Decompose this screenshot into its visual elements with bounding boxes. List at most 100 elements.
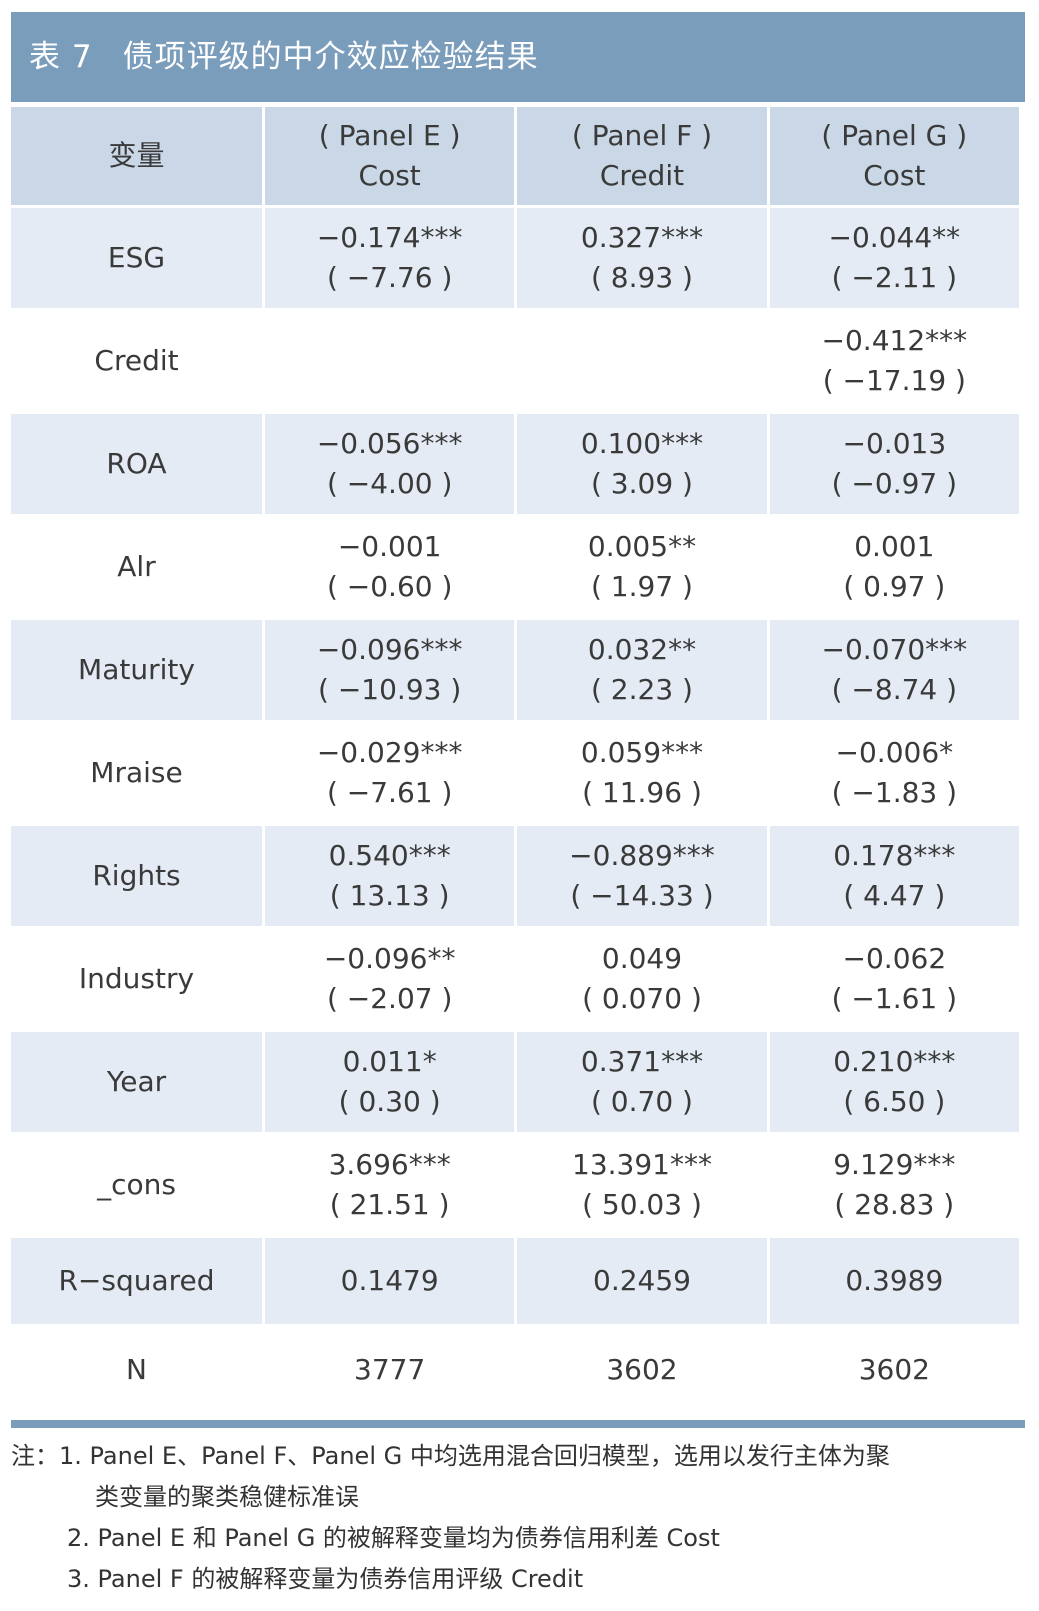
coefficient: −0.174*** bbox=[316, 221, 463, 254]
table-row: Mraise −0.029*** ( −7.61 ) 0.059*** ( 11.96 … bbox=[11, 723, 1019, 823]
table-row: Year 0.011* ( 0.30 ) 0.371*** ( 0.70 ) 0.210*… bbox=[11, 1032, 1019, 1132]
row-variable: Industry bbox=[11, 929, 262, 1029]
t-statistic: ( 28.83 ) bbox=[834, 1188, 955, 1221]
cell: 13.391*** ( 50.03 ) bbox=[517, 1135, 767, 1235]
t-statistic: ( −4.00 ) bbox=[326, 467, 453, 500]
row-variable: Rights bbox=[11, 826, 262, 926]
cell: 0.100*** ( 3.09 ) bbox=[517, 414, 767, 514]
coefficient: 0.327*** bbox=[580, 221, 704, 254]
row-variable: Maturity bbox=[11, 620, 262, 720]
table-row: Industry −0.096** ( −2.07 ) 0.049 ( 0.070 ) −… bbox=[11, 929, 1019, 1029]
t-statistic: ( 6.50 ) bbox=[843, 1085, 946, 1118]
t-statistic: ( 21.51 ) bbox=[329, 1188, 450, 1221]
cell: 0.005** ( 1.97 ) bbox=[517, 517, 767, 617]
coefficient: −0.096** bbox=[323, 942, 456, 975]
row-variable: R−squared bbox=[11, 1238, 262, 1324]
coefficient: −0.070*** bbox=[821, 633, 968, 666]
header-panel-g: ( Panel G ) Cost bbox=[769, 107, 1019, 205]
table-row: Rights 0.540*** ( 13.13 ) −0.889*** ( −14.33… bbox=[11, 826, 1019, 926]
cell: 0.327*** ( 8.93 ) bbox=[517, 208, 767, 308]
coefficient: 0.032** bbox=[587, 633, 697, 666]
t-statistic: ( −1.83 ) bbox=[831, 776, 958, 809]
header-panel-e: ( Panel E ) Cost bbox=[265, 107, 515, 205]
note-line-1: 注：1. Panel E、Panel F、Panel G 中均选用混合回归模型，… bbox=[11, 1442, 890, 1470]
t-statistic: ( 1.97 ) bbox=[590, 570, 693, 603]
coefficient: 0.005** bbox=[587, 530, 697, 563]
coefficient: 0.371*** bbox=[580, 1045, 704, 1078]
t-statistic: ( 0.97 ) bbox=[843, 570, 946, 603]
table-title-text: 债项评级的中介效应检验结果 bbox=[122, 39, 539, 75]
t-statistic: ( −10.93 ) bbox=[318, 673, 462, 706]
cell: −0.889*** ( −14.33 ) bbox=[517, 826, 767, 926]
coefficient: 9.129*** bbox=[833, 1148, 956, 1181]
coefficient: −0.006* bbox=[835, 736, 954, 769]
cell: −0.174*** ( −7.76 ) bbox=[265, 208, 515, 308]
cell: 0.2459 bbox=[517, 1238, 767, 1324]
t-statistic: ( −17.19 ) bbox=[822, 364, 966, 397]
table-row: Alr −0.001 ( −0.60 ) 0.005** ( 1.97 ) 0.001 ( … bbox=[11, 517, 1019, 617]
coefficient: −0.062 bbox=[842, 942, 947, 975]
table-notes: 注：1. Panel E、Panel F、Panel G 中均选用混合回归模型，… bbox=[11, 1436, 1031, 1600]
row-variable: ESG bbox=[11, 208, 262, 308]
t-statistic: ( −2.07 ) bbox=[326, 982, 453, 1015]
cell: 0.371*** ( 0.70 ) bbox=[517, 1032, 767, 1132]
header-variable: 变量 bbox=[11, 107, 262, 205]
table-row: ROA −0.056*** ( −4.00 ) 0.100*** ( 3.09 ) −0.… bbox=[11, 414, 1019, 514]
n-row: N 3777 3602 3602 bbox=[11, 1327, 1019, 1413]
coefficient: 0.210*** bbox=[833, 1045, 956, 1078]
coefficient: 0.540*** bbox=[328, 839, 451, 872]
cell: −0.412*** ( −17.19 ) bbox=[769, 311, 1019, 411]
t-statistic: ( 11.96 ) bbox=[582, 776, 702, 809]
t-statistic: ( 8.93 ) bbox=[590, 261, 693, 294]
cell: −0.001 ( −0.60 ) bbox=[265, 517, 515, 617]
cell: 3602 bbox=[517, 1327, 767, 1413]
t-statistic: ( 0.070 ) bbox=[582, 982, 702, 1015]
table-row: Credit −0.412*** ( −17.19 ) bbox=[11, 311, 1019, 411]
table-row: Maturity −0.096*** ( −10.93 ) 0.032** ( 2.23… bbox=[11, 620, 1019, 720]
cell: 3777 bbox=[265, 1327, 515, 1413]
coefficient: −0.044** bbox=[828, 221, 961, 254]
row-variable: Mraise bbox=[11, 723, 262, 823]
cell: −0.044** ( −2.11 ) bbox=[769, 208, 1019, 308]
cell: −0.056*** ( −4.00 ) bbox=[265, 414, 515, 514]
row-variable: _cons bbox=[11, 1135, 262, 1235]
table-bottom-rule bbox=[11, 1420, 1025, 1428]
t-statistic: ( −8.74 ) bbox=[831, 673, 958, 706]
cell: −0.070*** ( −8.74 ) bbox=[769, 620, 1019, 720]
coefficient: 0.011* bbox=[342, 1045, 437, 1078]
cell: −0.096*** ( −10.93 ) bbox=[265, 620, 515, 720]
row-variable: ROA bbox=[11, 414, 262, 514]
coefficient: 0.049 bbox=[601, 942, 683, 975]
cell: 0.540*** ( 13.13 ) bbox=[265, 826, 515, 926]
coefficient: 0.059*** bbox=[580, 736, 704, 769]
cell: −0.096** ( −2.07 ) bbox=[265, 929, 515, 1029]
t-statistic: ( −0.97 ) bbox=[831, 467, 958, 500]
coefficient: −0.412*** bbox=[821, 324, 968, 357]
coefficient: −0.096*** bbox=[316, 633, 463, 666]
header-row: 变量 ( Panel E ) Cost ( Panel F ) Credit ( P… bbox=[11, 107, 1019, 205]
cell: 0.011* ( 0.30 ) bbox=[265, 1032, 515, 1132]
cell: 3.696*** ( 21.51 ) bbox=[265, 1135, 515, 1235]
cell: 0.049 ( 0.070 ) bbox=[517, 929, 767, 1029]
note-line-4: 3. Panel F 的被解释变量为债券信用评级 Credit bbox=[67, 1565, 584, 1593]
cell: 0.178*** ( 4.47 ) bbox=[769, 826, 1019, 926]
note-line-2: 类变量的聚类稳健标准误 bbox=[95, 1483, 359, 1511]
cell: 0.032** ( 2.23 ) bbox=[517, 620, 767, 720]
cell: 0.1479 bbox=[265, 1238, 515, 1324]
table-row: _cons 3.696*** ( 21.51 ) 13.391*** ( 50.03 )… bbox=[11, 1135, 1019, 1235]
t-statistic: ( −0.60 ) bbox=[326, 570, 453, 603]
cell: 0.210*** ( 6.50 ) bbox=[769, 1032, 1019, 1132]
table-number: 表 7 bbox=[29, 39, 93, 75]
cell: 0.3989 bbox=[769, 1238, 1019, 1324]
row-variable: Year bbox=[11, 1032, 262, 1132]
t-statistic: ( 2.23 ) bbox=[590, 673, 693, 706]
t-statistic: ( 13.13 ) bbox=[329, 879, 450, 912]
coefficient: 0.100*** bbox=[580, 427, 704, 460]
row-variable: Credit bbox=[11, 311, 262, 411]
coefficient: 13.391*** bbox=[572, 1148, 712, 1181]
cell: 0.059*** ( 11.96 ) bbox=[517, 723, 767, 823]
coefficient: −0.029*** bbox=[316, 736, 463, 769]
coefficient: 0.001 bbox=[854, 530, 935, 563]
t-statistic: ( 50.03 ) bbox=[582, 1188, 702, 1221]
t-statistic: ( −7.61 ) bbox=[326, 776, 453, 809]
